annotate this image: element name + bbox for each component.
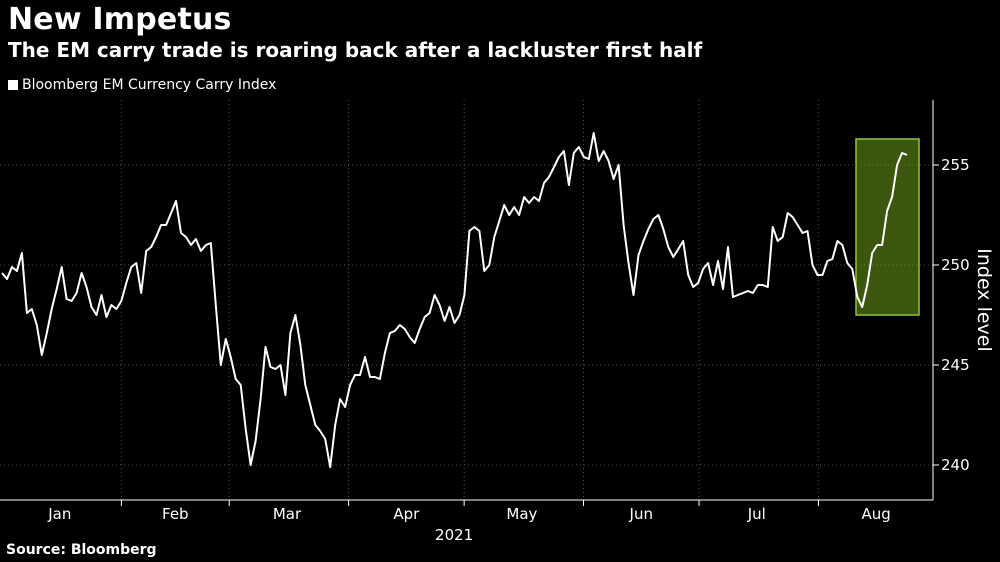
grid-layer xyxy=(0,100,933,500)
x-tick-label-jul: Jul xyxy=(747,505,766,523)
y-tick-label: 255 xyxy=(941,156,970,174)
x-tick-label-jun: Jun xyxy=(629,505,653,523)
axis-layer xyxy=(0,100,939,506)
x-tick-label-feb: Feb xyxy=(162,505,189,523)
chart-title: New Impetus xyxy=(8,2,232,37)
series-layer xyxy=(1,132,908,468)
y-tick-label: 240 xyxy=(941,456,970,474)
label-layer: 240 245 250 255 Jan Feb Mar Apr May Jun Jul Aug 2021… xyxy=(47,156,995,544)
x-tick-label-mar: Mar xyxy=(273,505,302,523)
x-tick-label-aug: Aug xyxy=(862,505,891,523)
series-line-0 xyxy=(1,132,908,468)
y-tick-label: 250 xyxy=(941,256,970,274)
legend-swatch xyxy=(8,80,18,90)
x-tick-label-apr: Apr xyxy=(393,505,420,523)
legend-label: Bloomberg EM Currency Carry Index xyxy=(22,77,277,93)
source-note: Source: Bloomberg xyxy=(6,542,157,558)
chart-subtitle: The EM carry trade is roaring back after… xyxy=(8,38,703,62)
x-year-label: 2021 xyxy=(435,526,473,544)
y-tick-label: 245 xyxy=(941,356,970,374)
y-axis-title: Index level xyxy=(973,248,995,352)
chart-legend: Bloomberg EM Currency Carry Index xyxy=(8,77,276,93)
x-tick-label-may: May xyxy=(506,505,537,523)
x-tick-label-jan: Jan xyxy=(47,505,71,523)
